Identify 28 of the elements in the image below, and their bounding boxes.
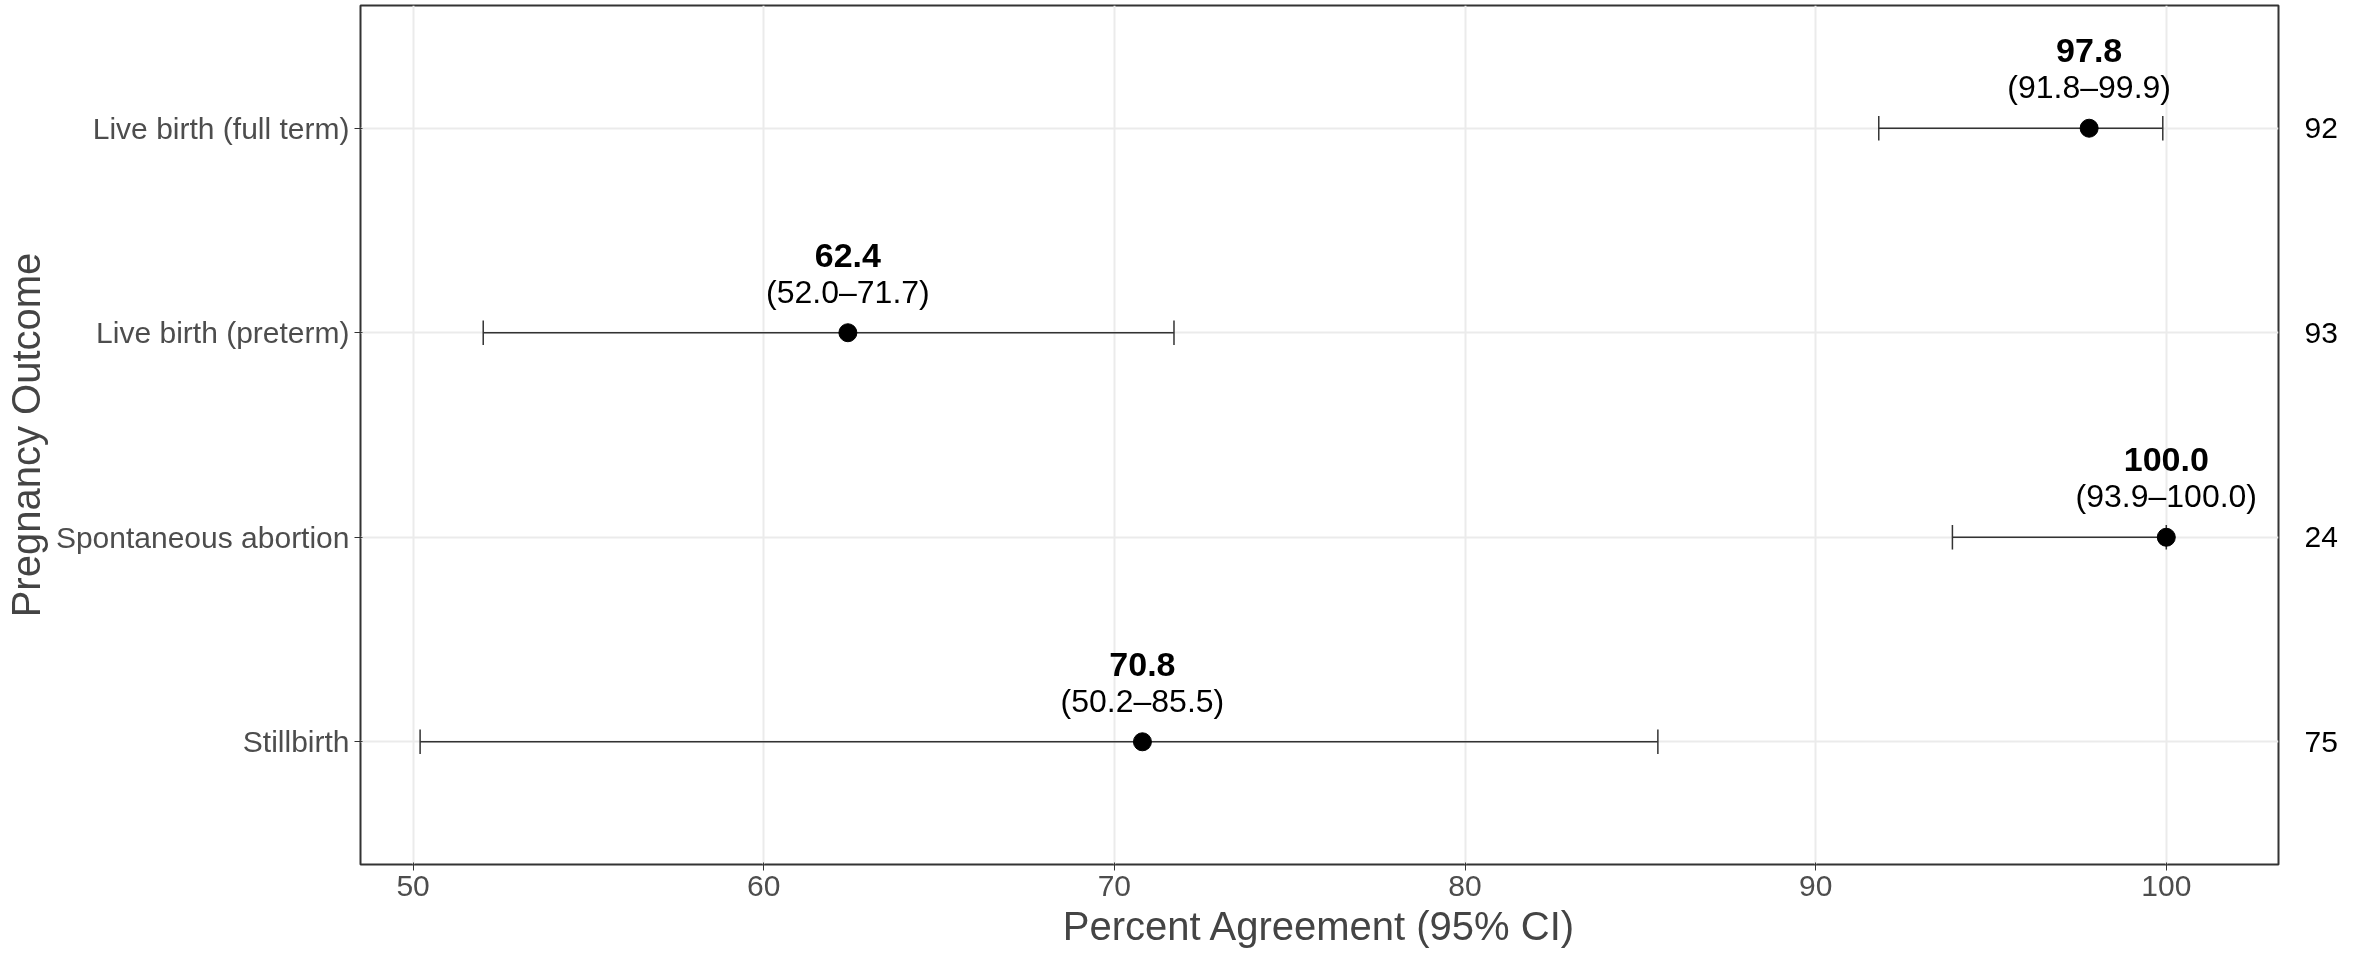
data-label: 62.4 bbox=[814, 235, 882, 274]
y-tick-label: Stillbirth bbox=[242, 725, 350, 759]
text: 75 bbox=[2304, 724, 2338, 758]
text: 24 bbox=[2304, 520, 2338, 554]
point bbox=[1132, 732, 1152, 752]
y-tick-label: Live birth (full term) bbox=[92, 111, 350, 145]
x-tick-label: 100 bbox=[2141, 868, 2192, 902]
text: 92 bbox=[2304, 111, 2338, 145]
annotation: (52.0–71.7) bbox=[766, 273, 930, 310]
x-tick-label: 50 bbox=[396, 868, 430, 902]
annotation: (93.9–100.0) bbox=[2075, 478, 2258, 515]
data-label: 100.0 bbox=[2123, 440, 2209, 479]
x-axis-title: Percent Agreement (95% CI) bbox=[1062, 903, 1575, 948]
x-tick-label: 80 bbox=[1448, 868, 1482, 902]
annotation: (91.8–99.9) bbox=[2007, 69, 2171, 106]
text: 93 bbox=[2304, 315, 2338, 349]
annotation: (50.2–85.5) bbox=[1060, 682, 1225, 719]
x-tick-label: 90 bbox=[1798, 868, 1833, 902]
x-tick-label: 60 bbox=[747, 868, 781, 902]
x-tick-label: 70 bbox=[1097, 868, 1132, 902]
data-label: 97.8 bbox=[2056, 31, 2123, 69]
point bbox=[2156, 527, 2176, 547]
y-tick-label: Live birth (preterm) bbox=[96, 316, 350, 350]
y-tick-label: Spontaneous abortion bbox=[55, 520, 350, 554]
y-axis-title: Pregnancy Outcome bbox=[3, 252, 48, 618]
data-label: 70.8 bbox=[1109, 644, 1176, 683]
point bbox=[838, 323, 858, 343]
point bbox=[2079, 118, 2099, 138]
